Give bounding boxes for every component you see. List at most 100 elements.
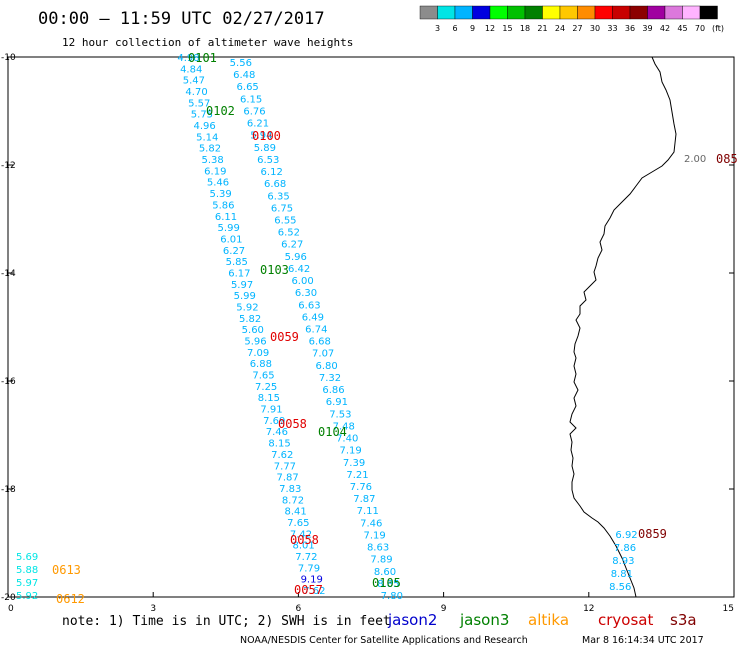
swh-value: 8.85 [377, 579, 399, 590]
swh-value: 8.81 [611, 569, 633, 580]
swh-value: 6.48 [233, 70, 255, 81]
swh-value: 4.96 [193, 121, 215, 132]
swh-value: 6.65 [237, 82, 259, 93]
scale-swatch [629, 5, 648, 20]
y-tick-label: -18 [1, 485, 16, 495]
swh-samples: 4.984.845.474.705.575.754.965.145.825.38… [16, 53, 706, 602]
scale-label: 70 [695, 24, 705, 33]
swh-value: 7.77 [274, 461, 296, 472]
swh-value: 5.97 [231, 280, 253, 291]
swh-value: 2.00 [684, 154, 706, 165]
swh-value: 6.86 [322, 385, 344, 396]
swh-value: 7.11 [357, 506, 379, 517]
scale-label: 27 [572, 24, 582, 33]
swh-value: 6.80 [315, 361, 337, 372]
scale-label: 18 [520, 24, 530, 33]
scale-label: 15 [502, 24, 512, 33]
swh-value: 7.42 [290, 529, 312, 540]
swh-value: 6.19 [204, 166, 226, 177]
pass-id-label: 0105 [372, 576, 401, 590]
swh-value: 7.09 [247, 348, 269, 359]
swh-value: 5.97 [16, 578, 38, 589]
pass-id-label: 0101 [188, 51, 217, 65]
x-tick-label: 9 [441, 604, 447, 614]
swh-value: 6.74 [305, 325, 327, 336]
scale-swatch [507, 5, 526, 20]
swh-value: 8.15 [268, 439, 290, 450]
swh-value: 5.47 [183, 76, 205, 87]
swh-value: 5.56 [230, 58, 252, 69]
swh-value: 5.96 [244, 337, 266, 348]
x-tick-label: 0 [8, 604, 14, 614]
swh-value: 5.99 [218, 223, 240, 234]
swh-value: 7.79 [298, 563, 320, 574]
swh-value: 4.84 [180, 64, 202, 75]
pass-id-label: 0613 [52, 563, 81, 577]
swh-value: 6.52 [278, 228, 300, 239]
swh-value: 6.68 [264, 179, 286, 190]
swh-value: 7.76 [350, 482, 372, 493]
scale-label: 36 [625, 24, 635, 33]
color-scale-legend: 3 6 9 12 15 18 21 24 27 30 33 36 39 42 45 70 [419, 5, 718, 33]
scale-label: 12 [485, 24, 495, 33]
swh-value: 6.30 [295, 288, 317, 299]
scale-label: 3 [435, 24, 440, 33]
swh-value: 5.92 [236, 302, 258, 313]
swh-value: 6.42 [288, 264, 310, 275]
pass-id-label: 0859 [638, 527, 667, 541]
scale-label: 21 [537, 24, 547, 33]
scale-label: 9 [470, 24, 475, 33]
x-tick-label: 12 [583, 604, 594, 614]
swh-value: 5.82 [239, 314, 261, 325]
x-tick-label: 3 [150, 604, 156, 614]
swh-value: 7.19 [339, 446, 361, 457]
swh-value: 5.89 [254, 143, 276, 154]
swh-value: 6.75 [271, 203, 293, 214]
pass-id-label: 0103 [260, 263, 289, 277]
scale-swatch [454, 5, 473, 20]
swh-value: 6.01 [220, 234, 242, 245]
legend-s3a: s3a [670, 611, 697, 629]
pass-id-label: 0102 [206, 104, 235, 118]
legend-altika: altika [528, 611, 569, 629]
x-tick-label: 6 [296, 604, 302, 614]
swh-value: 5.92 [16, 591, 38, 602]
swh-value: 8.15 [258, 393, 280, 404]
scale-label: 24 [555, 24, 565, 33]
swh-value: 8.93 [612, 556, 634, 567]
swh-value: 6.15 [240, 94, 262, 105]
swh-value: 5.46 [207, 178, 229, 189]
swh-value: 6.11 [215, 212, 237, 223]
scale-swatch [577, 5, 596, 20]
pass-id-label: 0059 [270, 330, 299, 344]
scale-swatch [524, 5, 543, 20]
swh-value: 5.57 [188, 98, 210, 109]
pass-id-label: 085 [716, 152, 738, 166]
legend-jason2: jason2 [387, 611, 437, 629]
swh-value: 5.39 [210, 189, 232, 200]
swh-value: 7.62 [271, 450, 293, 461]
legend-cryosat: cryosat [598, 611, 653, 629]
swh-value: 7.87 [353, 494, 375, 505]
swh-value: 7.39 [343, 458, 365, 469]
scale-swatch [699, 5, 718, 20]
swh-value: 4.98 [177, 53, 199, 64]
swh-value: 5.88 [16, 565, 38, 576]
swh-value: 7.87 [276, 473, 298, 484]
scale-swatch [542, 5, 561, 20]
pass-id-label: 0057 [294, 583, 323, 597]
swh-value: 7.72 [295, 552, 317, 563]
pass-id-label: 0058 [278, 417, 307, 431]
swh-value: 7.19 [364, 530, 386, 541]
swh-value: 7.65 [252, 371, 274, 382]
y-tick-label: -16 [1, 377, 16, 387]
axis-ticks: 0 3 6 9 12 15 -10 -12 -14 -16 -18 -20 [1, 53, 735, 614]
scale-label: 39 [642, 24, 652, 33]
swh-value: 6.68 [309, 337, 331, 348]
swh-value: 7.32 [319, 373, 341, 384]
swh-value: 5.69 [16, 552, 38, 563]
swh-value: 7.46 [266, 427, 288, 438]
swh-value: 7.21 [346, 470, 368, 481]
swh-value: 6.27 [281, 240, 303, 251]
